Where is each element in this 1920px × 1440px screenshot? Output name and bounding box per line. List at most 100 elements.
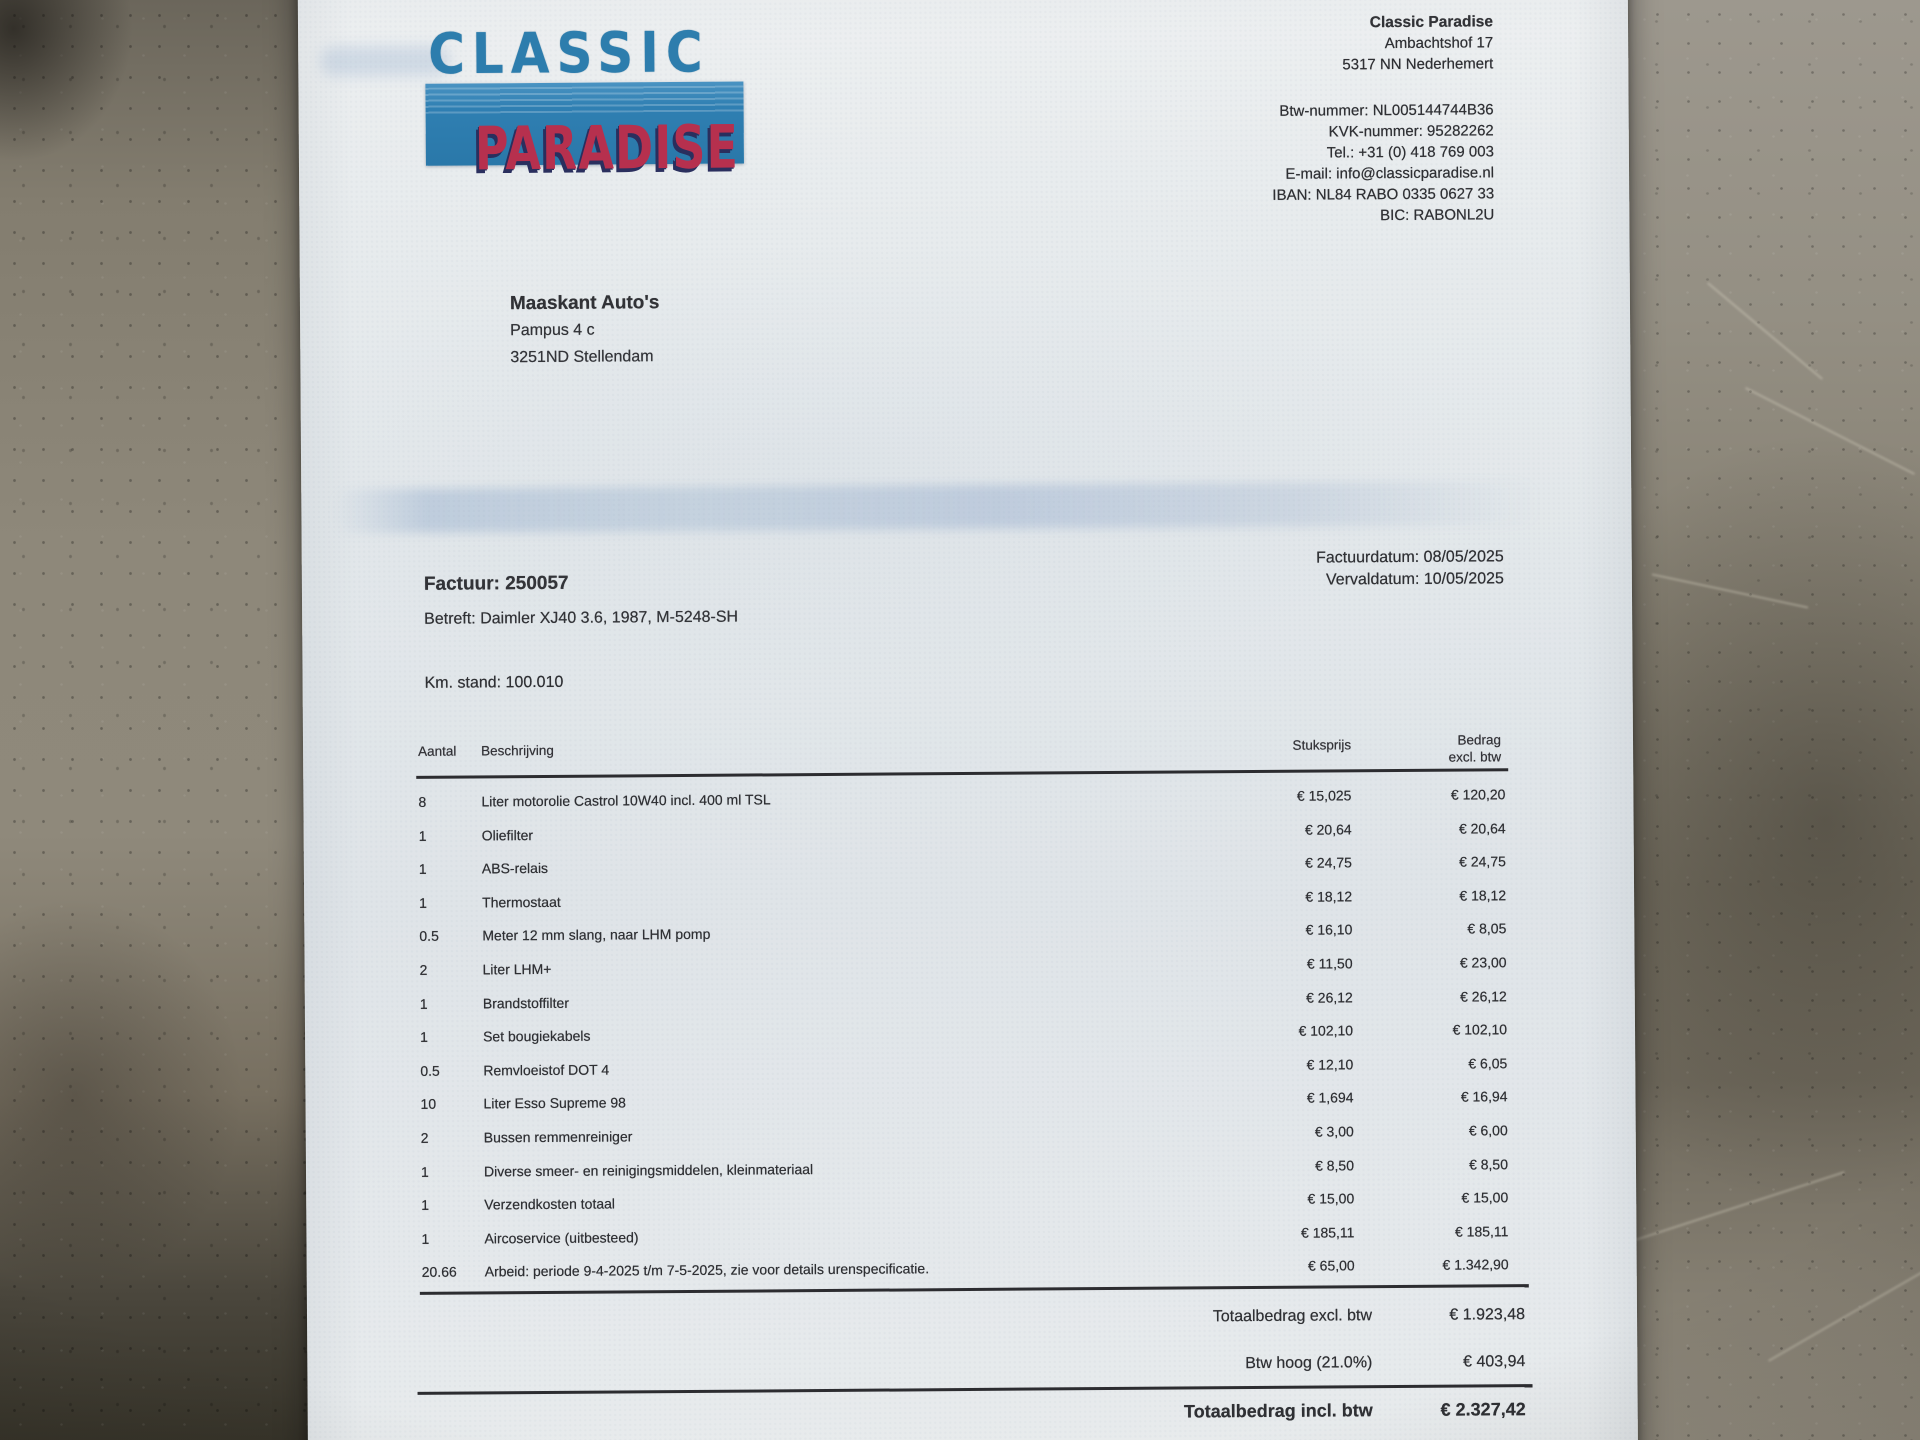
supplier-detail-line: E-mail: info@classicparadise.nl <box>1285 164 1495 183</box>
line-qty: 1 <box>419 995 428 1012</box>
line-qty: 2 <box>419 961 428 978</box>
line-unit-price: € 102,10 <box>1298 1022 1354 1039</box>
line-amount: € 8,50 <box>1468 1155 1509 1173</box>
line-unit-price: € 26,12 <box>1306 988 1353 1006</box>
invoice-paper: CLASSIC PARADISE Classic Paradise Ambach… <box>297 0 1639 1440</box>
supplier-detail-line: Btw-nummer: NL005144744B36 <box>1279 101 1494 120</box>
line-items: 8 Liter motorolie Castrol 10W40 incl. 40… <box>303 785 1636 1298</box>
line-unit-price: € 16,10 <box>1305 921 1353 939</box>
line-unit-price: € 1,694 <box>1306 1089 1354 1106</box>
concrete-background-left <box>0 0 340 1440</box>
line-description: Thermostaat <box>482 893 561 911</box>
line-unit-price: € 15,00 <box>1307 1190 1355 1207</box>
totals-section: Totaalbedrag excl. btw € 1.923,48 Btw ho… <box>307 1305 1638 1440</box>
line-description: ABS-relais <box>481 860 549 877</box>
line-qty: 1 <box>421 1230 430 1247</box>
invoice-subject: Betreft: Daimler XJ40 3.6, 1987, M-5248-… <box>424 608 739 628</box>
line-description: Brandstoffilter <box>482 994 570 1011</box>
line-amount: € 6,05 <box>1468 1054 1508 1072</box>
line-unit-price: € 12,10 <box>1306 1056 1354 1073</box>
line-unit-price: € 11,50 <box>1306 955 1353 972</box>
logo-banner: PARADISE <box>425 81 744 184</box>
line-description: Liter Esso Supreme 98 <box>483 1094 626 1112</box>
line-amount: € 102,10 <box>1452 1021 1508 1038</box>
total-label: Btw hoog (21.0%) <box>1245 1353 1373 1372</box>
supplier-detail-line: BIC: RABONL2U <box>1380 206 1495 225</box>
odometer-reading: Km. stand: 100.010 <box>424 673 564 692</box>
customer-name: Maaskant Auto's <box>509 292 660 315</box>
line-amount: € 26,12 <box>1460 987 1507 1005</box>
due-date: Vervaldatum: 10/05/2025 <box>1325 570 1504 589</box>
customer-info: Maaskant Auto's Pampus 4 c 3251ND Stelle… <box>510 289 660 371</box>
supplier-address-line: 5317 NN Nederhemert <box>1342 55 1494 74</box>
line-qty: 0.5 <box>420 1062 440 1079</box>
line-unit-price: € 3,00 <box>1314 1123 1354 1140</box>
line-qty: 1 <box>420 1028 428 1045</box>
total-value: € 403,94 <box>1463 1352 1526 1371</box>
line-unit-price: € 185,11 <box>1300 1224 1355 1241</box>
line-qty: 0.5 <box>419 928 439 945</box>
line-description: Diverse smeer- en reinigingsmiddelen, kl… <box>483 1160 814 1179</box>
supplier-name: Classic Paradise <box>1369 13 1494 32</box>
customer-address-line: Pampus 4 c <box>510 321 595 340</box>
line-qty: 1 <box>418 827 427 844</box>
supplier-detail-line: KVK-nummer: 95282262 <box>1328 122 1494 141</box>
line-qty: 10 <box>420 1096 437 1113</box>
column-header-description: Beschrijving <box>481 742 554 759</box>
line-unit-price: € 8,50 <box>1314 1156 1355 1174</box>
line-qty: 1 <box>420 1163 429 1180</box>
customer-address-line: 3251ND Stellendam <box>510 348 654 367</box>
line-amount: € 1.342,90 <box>1442 1256 1509 1274</box>
line-description: Set bougiekabels <box>483 1027 591 1045</box>
line-amount: € 18,12 <box>1459 887 1507 904</box>
line-unit-price: € 18,12 <box>1305 888 1353 905</box>
line-description: Aircoservice (uitbesteed) <box>484 1229 639 1247</box>
line-amount: € 16,94 <box>1460 1088 1508 1105</box>
column-header-qty: Aantal <box>418 743 457 759</box>
total-label: Totaalbedrag incl. btw <box>1183 1400 1373 1422</box>
line-description: Arbeid: periode 9-4-2025 t/m 7-5-2025, z… <box>484 1260 930 1280</box>
line-unit-price: € 65,00 <box>1307 1257 1355 1274</box>
spacer <box>1272 74 1494 101</box>
line-description: Oliefilter <box>481 826 534 843</box>
line-amount: € 120,20 <box>1450 786 1506 803</box>
line-qty: 1 <box>418 860 427 878</box>
line-qty: 1 <box>421 1196 430 1213</box>
logo-text-classic: CLASSIC <box>427 19 710 87</box>
line-description: Liter LHM+ <box>482 960 552 978</box>
line-amount: € 23,00 <box>1459 954 1507 971</box>
line-amount: € 185,11 <box>1454 1222 1509 1240</box>
concrete-background-right <box>1580 0 1920 1440</box>
supplier-info: Classic Paradise Ambachtshof 17 5317 NN … <box>1271 11 1494 227</box>
line-amount: € 20,64 <box>1458 819 1506 837</box>
supplier-details: Btw-nummer: NL005144744B36 KVK-nummer: 95… <box>1272 99 1495 227</box>
line-description: Bussen remmenreiniger <box>483 1128 633 1146</box>
line-qty: 8 <box>418 793 427 810</box>
line-unit-price: € 15,025 <box>1296 787 1352 804</box>
line-amount: € 15,00 <box>1461 1189 1509 1206</box>
line-amount: € 24,75 <box>1459 853 1506 870</box>
supplier-address-line: Ambachtshof 17 <box>1384 34 1494 53</box>
line-amount: € 6,00 <box>1468 1122 1508 1139</box>
supplier-detail-line: Tel.: +31 (0) 418 769 003 <box>1326 143 1494 162</box>
column-header-amount-line2: excl. btw <box>1448 749 1502 765</box>
line-unit-price: € 24,75 <box>1305 854 1352 871</box>
line-qty: 2 <box>420 1129 429 1146</box>
line-description: Liter motorolie Castrol 10W40 incl. 400 … <box>481 791 771 810</box>
invoice-date: Factuurdatum: 08/05/2025 <box>1315 548 1504 567</box>
invoice-number: Factuur: 250057 <box>423 572 569 595</box>
line-description: Meter 12 mm slang, naar LHM pomp <box>482 926 711 944</box>
column-header-unit-price: Stuksprijs <box>1292 737 1352 753</box>
total-label: Totaalbedrag excl. btw <box>1212 1307 1373 1326</box>
total-value: € 1.923,48 <box>1449 1306 1526 1324</box>
line-description: Remvloeistof DOT 4 <box>483 1061 610 1079</box>
invoice-dates: Factuurdatum: 08/05/2025 Vervaldatum: 10… <box>1316 546 1504 591</box>
logo-text-paradise: PARADISE <box>474 111 740 184</box>
column-header-amount-line1: Bedrag <box>1457 732 1502 748</box>
line-qty: 1 <box>419 894 427 911</box>
column-header-amount: Bedrag excl. btw <box>1448 731 1502 765</box>
ink-bleed-smudge <box>331 480 1542 534</box>
line-qty: 20.66 <box>421 1263 457 1281</box>
line-description: Verzendkosten totaal <box>484 1195 616 1213</box>
total-value: € 2.327,42 <box>1440 1399 1526 1420</box>
